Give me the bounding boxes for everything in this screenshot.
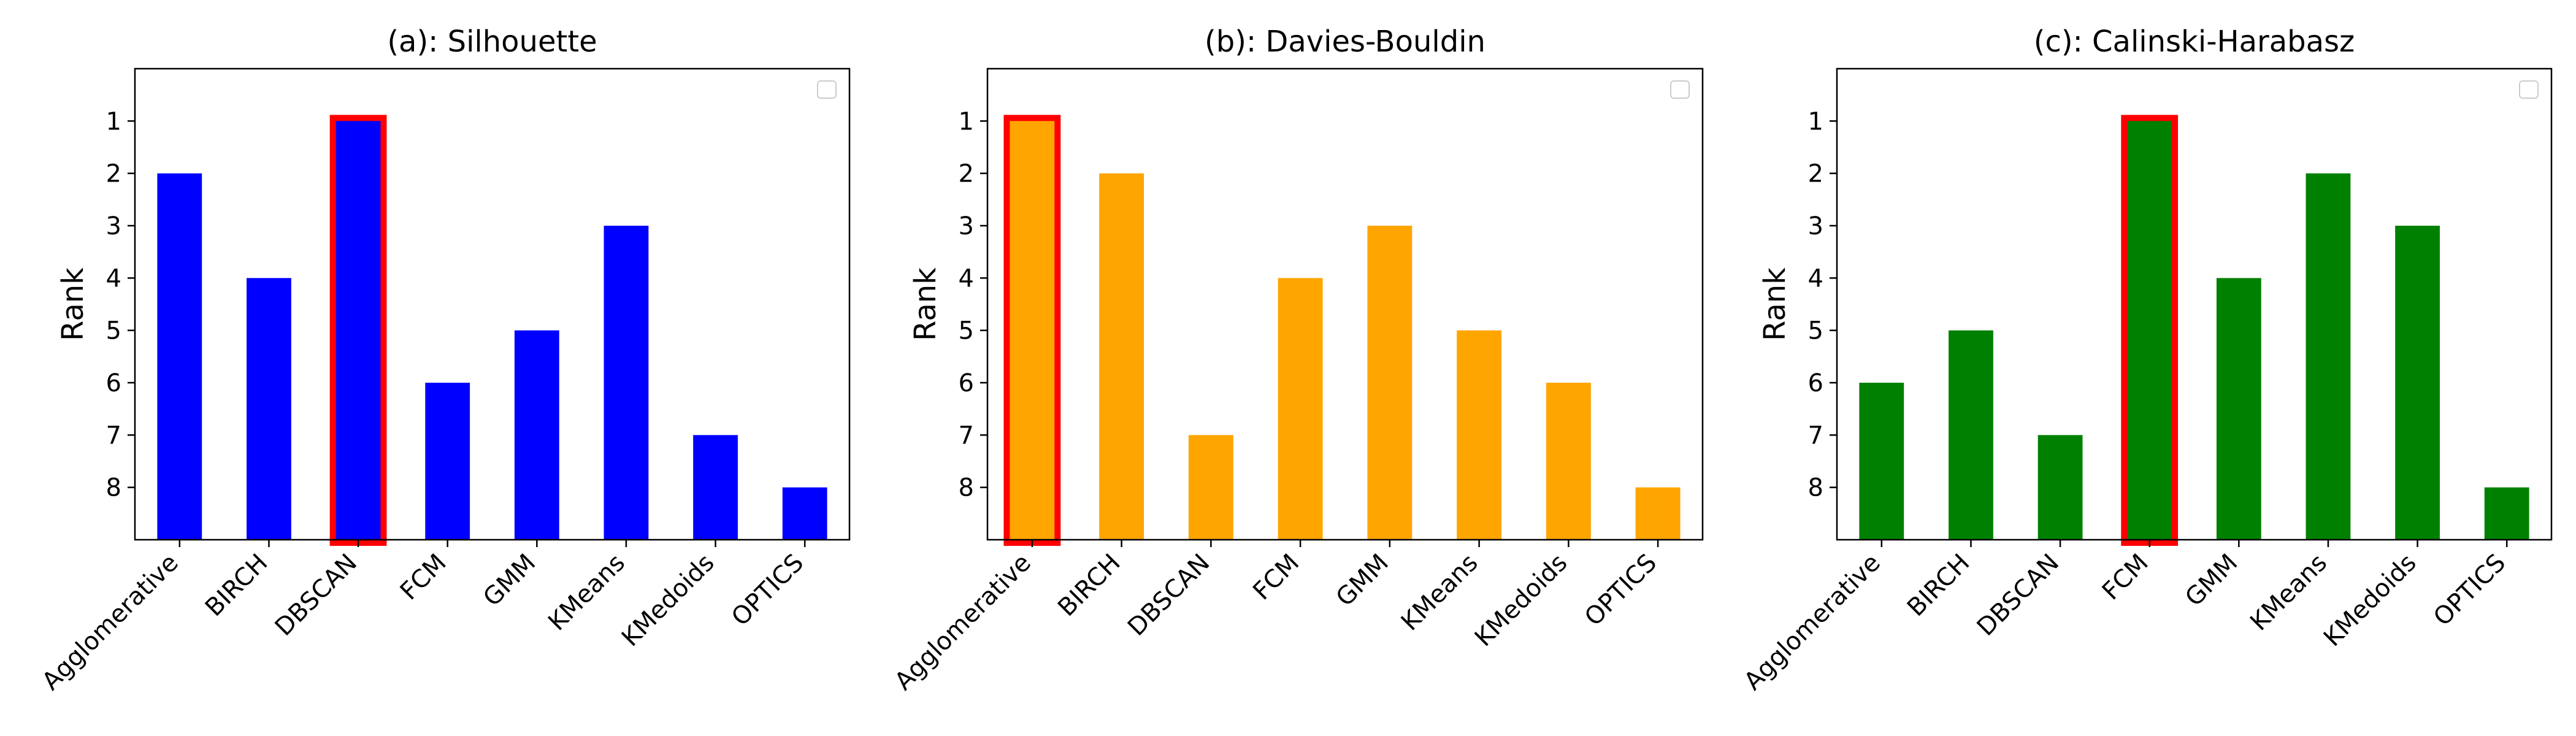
x-tick-label: KMedoids (616, 549, 720, 653)
bar-kmedoids (2395, 226, 2440, 540)
y-tick-label: 3 (959, 212, 974, 240)
bar-optics (782, 487, 827, 540)
bar-birch (247, 278, 291, 540)
y-axis-label: Rank (1758, 267, 1792, 341)
bar-agglomerative (1859, 383, 1904, 540)
x-tick-label: OPTICS (2428, 549, 2511, 632)
x-tick-label: DBSCAN (1972, 549, 2064, 642)
bar-birch (1949, 330, 1993, 540)
x-tick-label: GMM (1331, 549, 1394, 612)
bar-dbscan (335, 121, 381, 540)
y-tick-label: 7 (106, 421, 121, 450)
y-tick-label: 2 (959, 160, 974, 188)
y-tick-label: 5 (1808, 317, 1823, 345)
bar-gmm (2216, 278, 2261, 540)
bar-optics (2484, 487, 2529, 540)
y-tick-label: 6 (1808, 369, 1823, 397)
legend-box (1670, 80, 1690, 99)
chart-title: (b): Davies-Bouldin (1205, 25, 1485, 59)
bar-kmeans (2306, 173, 2351, 540)
y-tick-label: 7 (959, 421, 974, 450)
bar-gmm (1367, 226, 1413, 540)
x-tick-label: BIRCH (1902, 549, 1976, 623)
x-tick-label: BIRCH (200, 549, 274, 623)
y-tick-label: 4 (959, 264, 974, 293)
bar-dbscan (2037, 435, 2083, 540)
bar-agglomerative (1010, 121, 1055, 540)
x-tick-label: FCM (1248, 549, 1305, 606)
y-tick-label: 5 (106, 317, 121, 345)
y-tick-label: 8 (106, 474, 121, 502)
x-tick-label: GMM (2180, 549, 2243, 612)
x-tick-label: OPTICS (1579, 549, 1662, 632)
bar-optics (1635, 487, 1681, 540)
y-tick-label: 4 (106, 264, 121, 293)
x-tick-label: DBSCAN (270, 549, 362, 642)
y-tick-label: 3 (106, 212, 121, 240)
plot-area (1837, 69, 2551, 540)
bar-kmedoids (1546, 383, 1591, 540)
y-tick-label: 1 (106, 107, 121, 136)
bar-fcm (2127, 121, 2172, 540)
y-tick-label: 5 (959, 317, 974, 345)
x-tick-label: OPTICS (726, 549, 809, 632)
plot-area (987, 69, 1703, 540)
x-tick-label: GMM (478, 549, 541, 612)
plot-area (135, 69, 849, 540)
x-tick-label: BIRCH (1052, 549, 1126, 623)
bar-dbscan (1188, 435, 1233, 540)
x-tick-label: KMeans (543, 549, 631, 637)
bar-fcm (1278, 278, 1323, 540)
y-tick-label: 8 (1808, 474, 1823, 502)
x-tick-label: FCM (395, 549, 452, 606)
bar-fcm (425, 383, 470, 540)
chart-title: (c): Calinski-Harabasz (2034, 25, 2355, 59)
bar-kmeans (604, 226, 649, 540)
y-tick-label: 1 (959, 107, 974, 136)
y-tick-label: 6 (959, 369, 974, 397)
x-tick-label: Agglomerative (1739, 549, 1886, 696)
x-tick-label: DBSCAN (1122, 549, 1215, 642)
y-tick-label: 6 (106, 369, 121, 397)
x-tick-label: KMedoids (1470, 549, 1573, 653)
y-tick-label: 1 (1808, 107, 1823, 136)
y-axis-label: Rank (56, 267, 90, 341)
x-tick-label: KMeans (2245, 549, 2333, 637)
x-tick-label: KMedoids (2318, 549, 2422, 653)
bar-kmeans (1457, 330, 1502, 540)
y-tick-label: 7 (1808, 421, 1823, 450)
y-tick-label: 3 (1808, 212, 1823, 240)
legend-box (817, 80, 837, 99)
chart-title: (a): Silhouette (387, 25, 597, 59)
bar-agglomerative (157, 173, 202, 540)
bar-gmm (514, 330, 559, 540)
bar-birch (1099, 173, 1144, 540)
y-tick-label: 2 (1808, 160, 1823, 188)
legend-box (2519, 80, 2539, 99)
y-tick-label: 2 (106, 160, 121, 188)
x-tick-label: Agglomerative (37, 549, 184, 696)
axes-frame (986, 67, 1704, 541)
y-tick-label: 8 (959, 474, 974, 502)
axes-frame (134, 67, 851, 541)
y-axis-label: Rank (908, 267, 943, 341)
x-tick-label: FCM (2097, 549, 2154, 606)
axes-frame (1836, 67, 2553, 541)
x-tick-label: KMeans (1396, 549, 1484, 637)
x-tick-label: Agglomerative (889, 549, 1037, 696)
bar-kmedoids (693, 435, 738, 540)
y-tick-label: 4 (1808, 264, 1823, 293)
